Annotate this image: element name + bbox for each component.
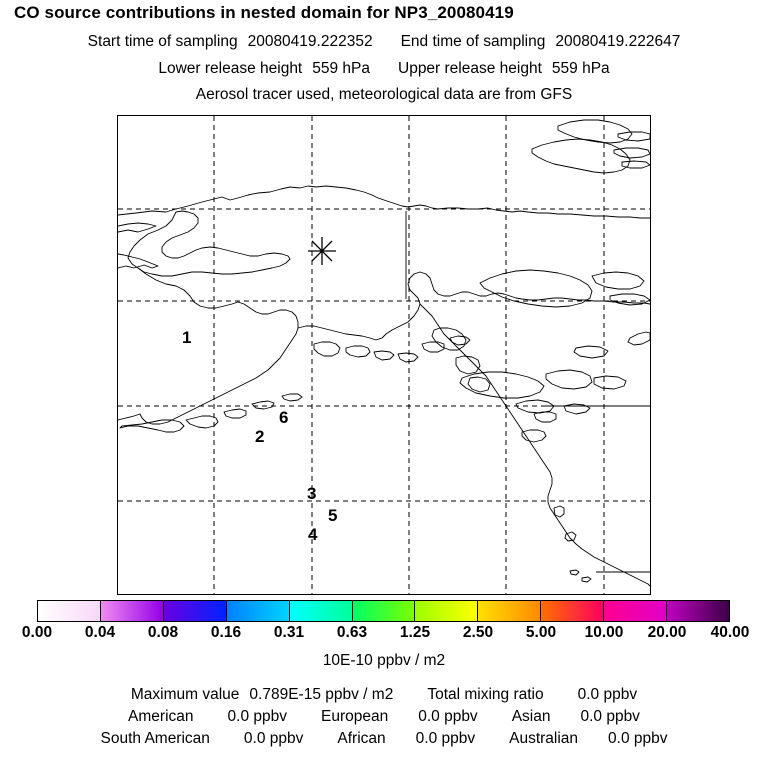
colorbar-units-label: 10E-10 ppbv / m2 xyxy=(322,652,446,669)
release-height-line: Lower release height 559 hPa Upper release… xyxy=(0,60,768,78)
tracer-note: Aerosol tracer used, meteorological data… xyxy=(195,86,573,103)
coastlines xyxy=(118,119,650,587)
start-time-value: 20080419.222352 xyxy=(247,33,373,50)
region-label-asian: Asian xyxy=(511,708,551,725)
colorbar-tick-4: 0.31 xyxy=(273,624,305,641)
maximum-value: 0.789E-15 ppbv / m2 xyxy=(249,686,394,703)
colorbar-segment-6 xyxy=(352,601,416,621)
map-label-1: 1 xyxy=(182,328,191,347)
colorbar-segment-9 xyxy=(541,601,605,621)
colorbar-ticks: 0.00 0.04 0.08 0.16 0.31 0.63 1.25 2.50 5.00 10.0… xyxy=(0,624,768,644)
page-title: CO source contributions in nested domain… xyxy=(14,3,514,22)
region-label-south-american: South American xyxy=(100,730,210,747)
region-label-european: European xyxy=(320,708,389,725)
lower-release-value: 559 hPa xyxy=(312,60,370,77)
colorbar-segment-10 xyxy=(604,601,668,621)
colorbar-tick-1: 0.04 xyxy=(84,624,116,641)
colorbar-tick-6: 1.25 xyxy=(399,624,431,641)
maximum-value-label: Maximum value xyxy=(130,686,240,703)
sampling-time-line: Start time of sampling 20080419.222352 End… xyxy=(0,33,768,51)
colorbar xyxy=(37,600,730,622)
region-label-african: African xyxy=(337,730,386,747)
total-mixing-ratio-label: Total mixing ratio xyxy=(427,686,544,703)
political-borders xyxy=(405,211,650,573)
colorbar-segment-5 xyxy=(289,601,353,621)
map-label-2: 2 xyxy=(255,427,264,446)
start-time-label: Start time of sampling xyxy=(87,33,238,50)
region-value-european: 0.0 ppbv xyxy=(418,708,478,725)
colorbar-tick-10: 20.00 xyxy=(647,624,687,641)
map-label-6: 6 xyxy=(279,408,288,427)
map-label-5: 5 xyxy=(328,506,337,525)
colorbar-tick-2: 0.08 xyxy=(147,624,179,641)
colorbar-segment-2 xyxy=(100,601,164,621)
colorbar-tick-3: 0.16 xyxy=(210,624,242,641)
end-time-value: 20080419.222647 xyxy=(555,33,681,50)
map-label-4: 4 xyxy=(308,525,318,544)
region-value-american: 0.0 ppbv xyxy=(227,708,287,725)
region-value-south-american: 0.0 ppbv xyxy=(243,730,304,747)
stats-row-1: American 0.0 ppbv European 0.0 ppbv Asia… xyxy=(0,706,768,728)
map-canvas: 1 2 6 3 5 4 xyxy=(118,116,650,594)
region-label-australian: Australian xyxy=(509,730,579,747)
colorbar-tick-9: 10.00 xyxy=(584,624,624,641)
colorbar-tick-8: 5.00 xyxy=(525,624,557,641)
gridlines xyxy=(118,116,650,594)
statistics-footer: Maximum value 0.789E-15 ppbv / m2 Total … xyxy=(0,684,768,750)
map-label-3: 3 xyxy=(307,484,316,503)
stats-row-2: South American 0.0 ppbv African 0.0 ppbv… xyxy=(0,728,768,750)
colorbar-segment-1 xyxy=(38,601,101,621)
upper-release-label: Upper release height xyxy=(398,60,542,77)
upper-release-value: 559 hPa xyxy=(551,60,610,77)
colorbar-tick-5: 0.63 xyxy=(336,624,368,641)
map-point-labels: 1 2 6 3 5 4 xyxy=(182,328,337,544)
colorbar-tick-7: 2.50 xyxy=(462,624,494,641)
colorbar-segment-4 xyxy=(226,601,290,621)
asterisk-marker xyxy=(308,237,336,265)
end-time-label: End time of sampling xyxy=(400,33,546,50)
total-mixing-ratio-value: 0.0 ppbv xyxy=(577,686,638,703)
lower-release-label: Lower release height xyxy=(158,60,303,77)
colorbar-segment-7 xyxy=(415,601,479,621)
stats-row-max: Maximum value 0.789E-15 ppbv / m2 Total … xyxy=(0,684,768,706)
region-value-australian: 0.0 ppbv xyxy=(608,730,668,747)
colorbar-tick-0: 0.00 xyxy=(21,624,53,641)
colorbar-segment-8 xyxy=(478,601,542,621)
region-value-asian: 0.0 ppbv xyxy=(580,708,640,725)
region-label-american: American xyxy=(128,708,194,725)
colorbar-segment-11 xyxy=(667,601,729,621)
map-panel[interactable]: 1 2 6 3 5 4 xyxy=(117,115,651,595)
region-value-african: 0.0 ppbv xyxy=(415,730,476,747)
colorbar-segment-3 xyxy=(163,601,227,621)
colorbar-tick-11: 40.00 xyxy=(710,624,750,641)
